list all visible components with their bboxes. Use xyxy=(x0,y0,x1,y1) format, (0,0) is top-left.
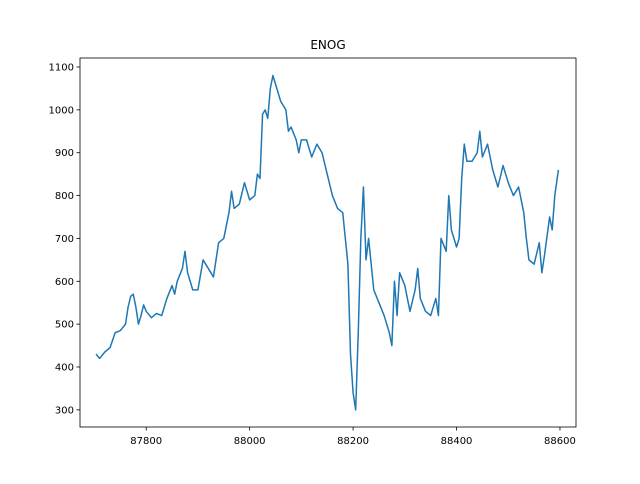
y-tick-label: 800 xyxy=(55,191,74,202)
y-tick-label: 1100 xyxy=(49,63,74,74)
y-tick-label: 900 xyxy=(55,148,74,159)
y-tick-label: 300 xyxy=(55,405,74,416)
x-tick-label: 88000 xyxy=(234,436,266,447)
y-tick-label: 500 xyxy=(55,320,74,331)
chart-title: ENOG xyxy=(310,38,345,52)
y-tick-label: 400 xyxy=(55,363,74,374)
x-tick-label: 88400 xyxy=(441,436,473,447)
x-tick-label: 88200 xyxy=(337,436,369,447)
y-tick-label: 1000 xyxy=(49,105,74,116)
y-tick-label: 700 xyxy=(55,234,74,245)
y-tick-label: 600 xyxy=(55,277,74,288)
data-line xyxy=(95,74,560,411)
x-tick-label: 88600 xyxy=(544,436,576,447)
x-tick-label: 87800 xyxy=(130,436,162,447)
plot-frame xyxy=(79,57,577,428)
